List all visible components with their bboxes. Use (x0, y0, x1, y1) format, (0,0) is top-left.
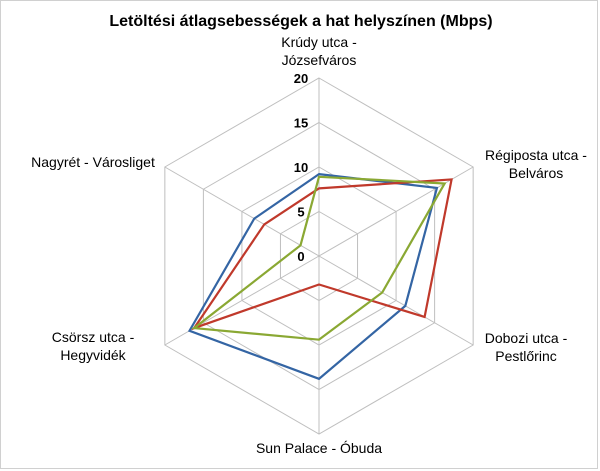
chart-title: Letöltési átlagsebességek a hat helyszín… (109, 13, 492, 30)
series-line-0 (187, 172, 439, 381)
category-label-0: Krúdy utca -Józsefváros (281, 34, 357, 68)
spoke-2 (318, 255, 474, 346)
series-line-1 (191, 178, 453, 331)
r-tick-label-4: 20 (294, 71, 308, 86)
tick-layer: 0 5 10 15 20 (294, 71, 308, 264)
r-tick-label-2: 10 (294, 160, 308, 175)
series-layer (187, 172, 453, 381)
r-tick-label-1: 5 (297, 205, 304, 220)
spoke-5 (164, 166, 320, 257)
spoke-1 (318, 166, 474, 257)
category-label-2: Dobozi utca -Pestlőrinc (485, 330, 568, 364)
series-line-2 (191, 175, 447, 341)
label-layer: Krúdy utca -Józsefváros Régiposta utca -B… (31, 34, 587, 456)
category-label-4: Csörsz utca -Hegyvidék (52, 329, 135, 363)
grid-layer (164, 77, 474, 435)
category-label-5: Nagyrét - Városliget (31, 154, 155, 170)
category-label-3: Sun Palace - Óbuda (256, 440, 382, 456)
r-tick-label-3: 15 (294, 116, 308, 131)
category-label-1: Régiposta utca -Belváros (485, 147, 587, 181)
r-tick-label-0: 0 (297, 249, 304, 264)
